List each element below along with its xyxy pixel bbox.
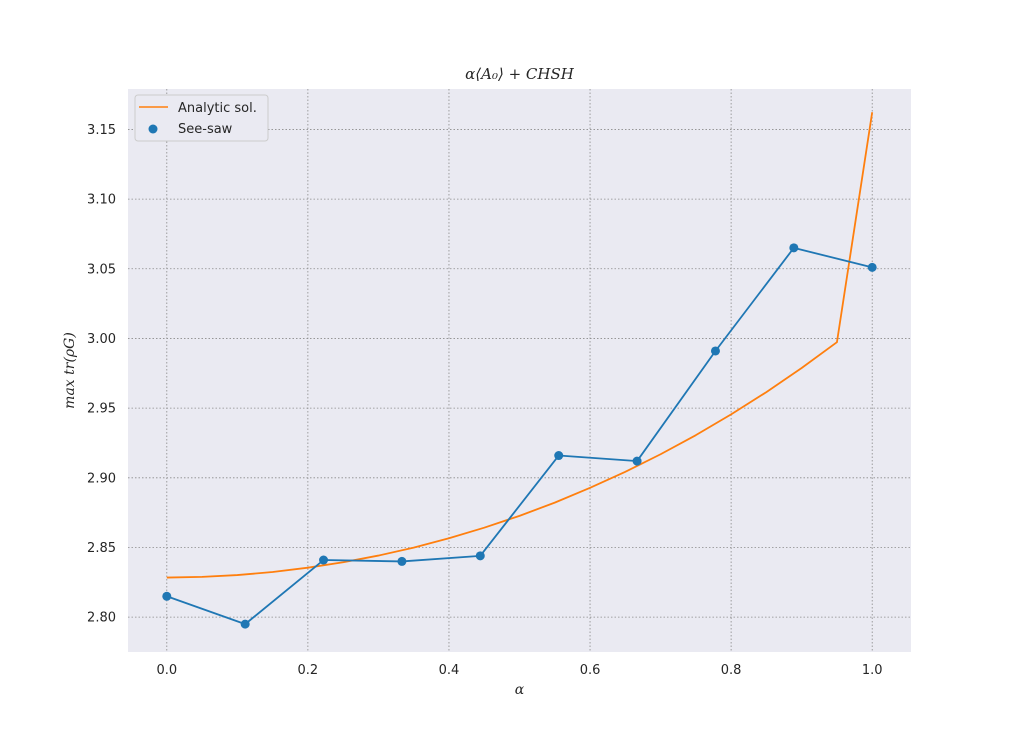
legend: Analytic sol. See-saw [134,94,269,142]
data-point [475,551,485,561]
legend-marker-see-saw [148,124,158,134]
x-tick-label: 0.2 [298,663,319,678]
ticks: 0.0 0.2 0.4 0.6 0.8 1.0 2.80 2.85 2.90 2.95 3.00 3.… [87,123,882,678]
y-tick-label: 2.80 [87,611,116,626]
data-point [789,243,799,253]
data-point [867,262,877,272]
y-tick-label: 2.90 [87,471,116,486]
y-tick-label: 3.05 [87,262,116,277]
data-point [397,556,407,566]
series-line-0 [166,112,874,579]
x-axis-label: α [515,682,525,698]
y-tick-label: 2.85 [87,541,116,556]
data-point [632,456,642,466]
data-point [710,346,720,356]
data-point [554,451,564,461]
data-point [319,555,329,565]
y-tick-label: 3.10 [87,193,116,208]
legend-label-analytic: Analytic sol. [178,101,257,116]
y-tick-label: 2.95 [87,402,116,417]
y-tick-label: 3.15 [87,123,116,138]
legend-box [134,94,269,142]
series-layer [162,112,877,629]
legend-label-see-saw: See-saw [178,122,233,137]
chart-title: α⟨A₀⟩ + CHSH [465,65,575,83]
data-point [162,591,172,601]
x-tick-label: 0.8 [721,663,742,678]
y-axis-label: max tr(ρG) [62,332,78,409]
x-tick-label: 0.4 [439,663,460,678]
x-tick-label: 1.0 [862,663,883,678]
plot-area [128,89,911,652]
x-tick-label: 0.0 [156,663,177,678]
data-point [240,619,250,629]
x-tick-label: 0.6 [580,663,601,678]
series-line-1 [166,246,873,626]
y-tick-label: 3.00 [87,332,116,347]
